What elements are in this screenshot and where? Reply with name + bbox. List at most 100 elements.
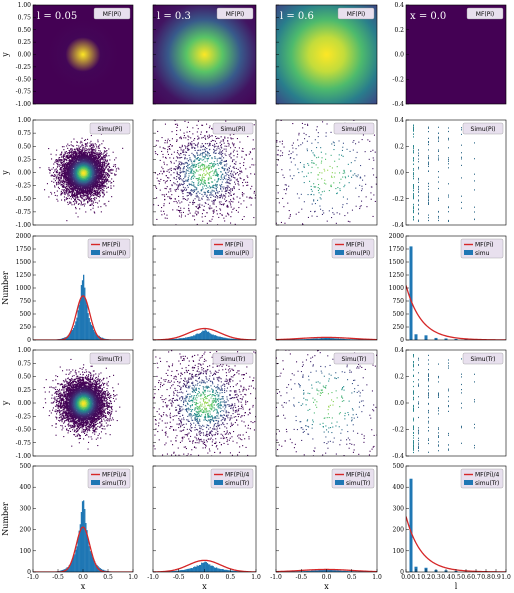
scatter-point [88, 150, 90, 152]
scatter-point [67, 185, 69, 187]
scatter-point [76, 184, 78, 186]
scatter-point [44, 189, 46, 191]
scatter-point [93, 164, 95, 166]
scatter-point [81, 143, 83, 145]
scatter-point [76, 187, 78, 189]
scatter-point [60, 153, 62, 155]
scatter-point [61, 193, 63, 195]
scatter-point [94, 184, 96, 186]
scatter-point [61, 180, 63, 182]
scatter-point [85, 197, 87, 199]
scatter-point [115, 170, 117, 172]
scatter-point [79, 159, 81, 161]
scatter-point [80, 165, 82, 167]
scatter-point [80, 188, 82, 190]
scatter-point [62, 155, 64, 157]
scatter-point [96, 161, 98, 163]
scatter-point [102, 169, 104, 171]
scatter-point [73, 195, 75, 197]
scatter-point [94, 197, 96, 199]
scatter-point [76, 195, 78, 197]
scatter-point [104, 165, 106, 167]
scatter-point [100, 173, 102, 175]
scatter-point [98, 168, 100, 170]
scatter-point [74, 170, 76, 172]
scatter-point [83, 153, 85, 155]
scatter-point [78, 151, 80, 153]
scatter-point [97, 192, 99, 194]
scatter-point [99, 170, 101, 172]
scatter-point [94, 182, 96, 184]
scatter-point [50, 175, 52, 177]
scatter-point [54, 185, 56, 187]
scatter-point [95, 148, 97, 150]
scatter-point [65, 192, 67, 194]
scatter-point [83, 184, 85, 186]
scatter-point [68, 162, 70, 164]
scatter-point [78, 145, 80, 147]
scatter-point [96, 176, 98, 178]
scatter-point [82, 190, 84, 192]
scatter-point [64, 167, 66, 169]
scatter-point [70, 149, 72, 151]
scatter-point [102, 185, 104, 187]
scatter-point [86, 192, 88, 194]
scatter-point [77, 198, 79, 200]
scatter-point [55, 168, 57, 170]
scatter-point [64, 199, 66, 201]
scatter-point [108, 176, 110, 178]
scatter-point [100, 173, 102, 175]
scatter-point [90, 153, 92, 155]
scatter-point [97, 157, 99, 159]
scatter-point [90, 194, 92, 196]
scatter-point [67, 176, 69, 178]
scatter-point [67, 183, 69, 185]
scatter-point [84, 166, 86, 168]
scatter-point [57, 200, 59, 202]
scatter-point [76, 141, 78, 143]
scatter-point [72, 153, 74, 155]
scatter-point [67, 147, 69, 149]
scatter-point [77, 178, 79, 180]
scatter-point [93, 183, 95, 185]
scatter-point [81, 179, 83, 181]
scatter-point [82, 190, 84, 192]
scatter-point [101, 157, 103, 159]
scatter-point [88, 157, 90, 159]
scatter-point [111, 182, 113, 184]
scatter-point [76, 162, 78, 164]
scatter-point [71, 157, 73, 159]
scatter-point [96, 166, 98, 168]
scatter-point [87, 182, 89, 184]
scatter-point [92, 182, 94, 184]
scatter-point [57, 159, 59, 161]
scatter-point [76, 177, 78, 179]
scatter-point [76, 201, 78, 203]
scatter-point [89, 192, 91, 194]
scatter-point [106, 165, 108, 167]
scatter-point [101, 168, 103, 170]
scatter-point [102, 159, 104, 161]
scatter-point [63, 149, 65, 151]
scatter-point [72, 157, 74, 159]
scatter-point [93, 177, 95, 179]
scatter-point [72, 185, 74, 187]
scatter-point [107, 179, 109, 181]
scatter-point [89, 168, 91, 170]
scatter-point [58, 157, 60, 159]
scatter-point [89, 145, 91, 147]
scatter-point [70, 156, 72, 158]
scatter-point [55, 182, 57, 184]
scatter-point [65, 151, 67, 153]
scatter-point [99, 181, 101, 183]
scatter-point [104, 157, 106, 159]
scatter-point [88, 180, 90, 182]
scatter-point [81, 159, 83, 161]
scatter-point [102, 164, 104, 166]
scatter-point [66, 189, 68, 191]
scatter-point [113, 185, 115, 187]
scatter-point [95, 144, 97, 146]
scatter-point [76, 191, 78, 193]
scatter-point [96, 194, 98, 196]
scatter-point [80, 154, 82, 156]
